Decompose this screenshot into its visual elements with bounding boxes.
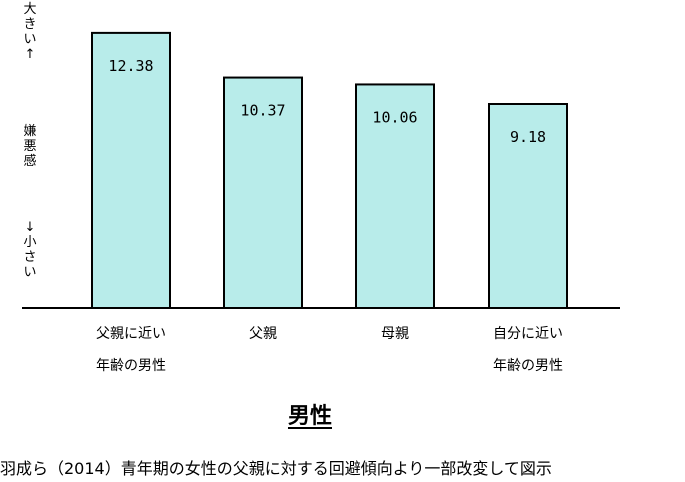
y-label-middle: 嫌悪感 — [22, 124, 38, 169]
bar-value-label-4: 9.18 — [510, 128, 546, 146]
category-label-4: 自分に近い 年齢の男性 — [493, 326, 563, 374]
y-label-middle-text: 嫌悪感 — [23, 124, 37, 169]
bar-4 — [488, 103, 568, 309]
bar-value-label-3: 10.06 — [372, 108, 417, 126]
y-label-bottom-text: ↓ 小さい — [23, 220, 37, 280]
bar-1 — [91, 31, 171, 310]
bar-value-label-2: 10.37 — [240, 102, 285, 120]
category-label-2: 父親 — [249, 326, 277, 342]
category-label-1: 父親に近い 年齢の男性 — [96, 326, 166, 374]
y-label-top: 大きい ↑ — [22, 2, 38, 62]
chart-title-text: 男性 — [287, 404, 332, 429]
category-label-3: 母親 — [381, 326, 409, 342]
source-caption: 羽成ら（2014）青年期の女性の父親に対する回避傾向より一部改変して図示 — [0, 459, 552, 478]
y-label-top-text: 大きい ↑ — [23, 2, 37, 62]
y-label-bottom: ↓ 小さい — [22, 220, 38, 280]
bar-chart: 12.38 10.37 10.06 9.18 — [22, 31, 620, 310]
bar-value-label-1: 12.38 — [108, 57, 153, 75]
bar-3 — [355, 83, 435, 309]
chart-title: 男性 — [0, 398, 620, 430]
